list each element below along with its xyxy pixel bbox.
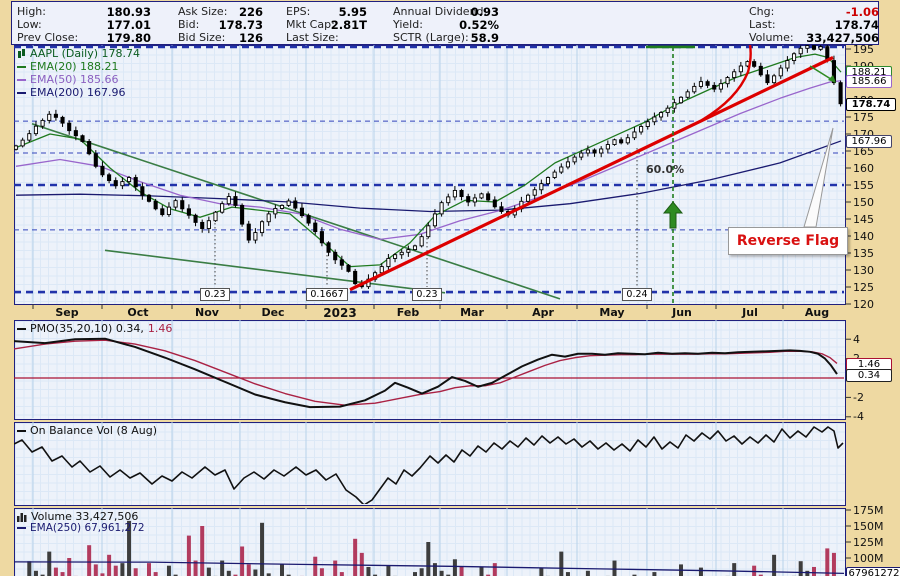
y-axis-tick-label: 130: [853, 263, 874, 277]
header-value: 58.9: [470, 31, 499, 45]
pmo-value-badge: 1.46: [846, 357, 892, 371]
price-badge: 167.96: [846, 134, 892, 148]
y-axis-tick-label: 175: [853, 110, 874, 124]
x-axis-month-label: Sep: [55, 306, 79, 319]
x-axis-month-label: Jul: [742, 306, 758, 319]
y-axis-tick-label: 170: [853, 127, 874, 141]
volume-axis-tick-label: 175M: [853, 503, 884, 517]
header-label: Bid Size:: [178, 31, 226, 44]
pmo-axis-tick-label: -4: [853, 410, 864, 424]
y-axis-tick-label: 180: [853, 93, 874, 107]
header-label: Last:: [749, 18, 776, 31]
y-axis-tick-label: 165: [853, 144, 874, 158]
x-axis-month-label: Mar: [460, 306, 484, 319]
y-axis-tick-label: 120: [853, 297, 874, 311]
header-label: Prev Close:: [17, 31, 79, 44]
volume-axis-tick-label: 150M: [853, 519, 884, 533]
volume-ema-badge: 67961272: [846, 567, 900, 576]
price-badge: 188.21: [846, 66, 892, 80]
y-axis-tick-label: 140: [853, 229, 874, 243]
x-axis-month-label: Feb: [396, 306, 420, 319]
y-axis-tick-label: 135: [853, 246, 874, 260]
x-axis-month-label: May: [599, 306, 625, 319]
pmo-panel: [14, 320, 846, 420]
header-label: Annual Dividend:: [393, 5, 488, 18]
header-label: Yield:: [393, 18, 423, 31]
header-label: SCTR (Large):: [393, 31, 469, 44]
x-axis-month-label: Nov: [195, 306, 219, 319]
price-chart-panel: [14, 45, 846, 305]
obv-panel: [14, 422, 846, 506]
y-axis-tick-label: 155: [853, 178, 874, 192]
price-badge: 185.66: [846, 74, 892, 88]
header-value: 180.93: [106, 5, 151, 19]
header-label: Mkt Cap:: [286, 18, 335, 31]
y-axis-tick-label: 150: [853, 195, 874, 209]
header-label: Chg:: [749, 5, 775, 18]
header-value: 226: [238, 5, 263, 19]
header-label: Last Size:: [286, 31, 339, 44]
header-value: 5.95: [338, 5, 367, 19]
header-value: 0.52%: [459, 18, 499, 32]
pmo-axis-tick-label: 4: [853, 332, 860, 346]
x-axis-month-label: Dec: [261, 306, 285, 319]
x-axis-month-label: Apr: [532, 306, 554, 319]
pmo-axis-tick-label: 2: [853, 352, 860, 366]
header-value: 2.81T: [330, 18, 367, 32]
header-value: 33,427,506: [806, 31, 879, 45]
pmo-value-badge: 0.34: [846, 368, 892, 382]
header-value: 0.93: [470, 5, 499, 19]
y-axis-tick-label: 190: [853, 59, 874, 73]
header-label: EPS:: [286, 5, 311, 18]
header-value: 178.73: [218, 18, 263, 32]
header-value: 177.01: [106, 18, 151, 32]
quote-header: High: 180.93 Low: 177.01 Prev Close: 179.80 As…: [11, 1, 879, 45]
header-label: Volume:: [749, 31, 794, 44]
y-axis-tick-label: 160: [853, 161, 874, 175]
header-label: Ask Size:: [178, 5, 228, 18]
volume-axis-tick-label: 100M: [853, 551, 884, 565]
y-axis-tick-label: 185: [853, 76, 874, 90]
header-value: -1.06: [845, 5, 879, 19]
x-axis-month-label: 2023: [323, 306, 357, 320]
x-axis-month-label: Jun: [672, 306, 692, 319]
y-axis-tick-label: 125: [853, 280, 874, 294]
header-value: 178.74: [834, 18, 879, 32]
header-value: 179.80: [106, 31, 151, 45]
x-axis-month-label: Oct: [127, 306, 149, 319]
header-value: 126: [238, 31, 263, 45]
volume-axis-tick-label: 125M: [853, 535, 884, 549]
volume-panel: [14, 508, 846, 576]
y-axis-tick-label: 145: [853, 212, 874, 226]
x-axis-month-label: Aug: [804, 306, 830, 319]
pmo-axis-tick-label: -2: [853, 390, 864, 404]
price-badge: 178.74: [846, 98, 896, 112]
header-label: High:: [17, 5, 46, 18]
header-label: Low:: [17, 18, 42, 31]
header-label: Bid:: [178, 18, 200, 31]
